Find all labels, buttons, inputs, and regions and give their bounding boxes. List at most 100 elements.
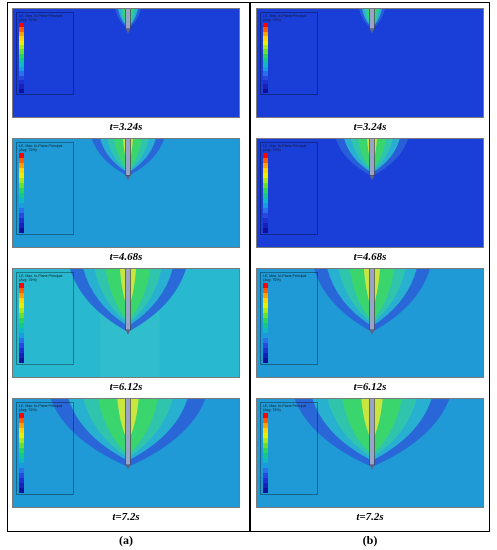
color-legend: LE, Max. In-Plane Principal (Avg: 75%) <box>16 272 74 365</box>
legend-title: LE, Max. In-Plane Principal (Avg: 75%) <box>19 14 63 22</box>
colorbar-swatch <box>263 193 268 198</box>
colorbar-swatch <box>263 448 268 453</box>
colorbar-swatch <box>19 428 24 433</box>
colorbar-swatch <box>19 193 24 198</box>
colorbar-swatch <box>263 23 268 28</box>
colorbar-swatch <box>263 203 268 208</box>
colorbar-swatch <box>19 66 24 72</box>
pile-tip <box>369 175 375 181</box>
colorbar-swatch <box>19 88 24 93</box>
pile-tip <box>125 464 131 470</box>
colorbar <box>263 23 268 93</box>
colorbar-swatch <box>263 27 268 32</box>
colorbar-swatch <box>19 173 24 178</box>
colorbar-swatch <box>263 66 268 72</box>
time-label: t=6.12s <box>353 381 387 393</box>
colorbar-swatch <box>19 153 24 158</box>
colorbar-swatch <box>19 353 24 358</box>
colorbar-swatch <box>19 213 24 218</box>
colorbar-swatch <box>19 79 24 85</box>
left-column-frame <box>7 2 250 532</box>
colorbar-swatch <box>19 183 24 188</box>
contour-plot <box>13 9 239 117</box>
colorbar-swatch <box>263 283 268 288</box>
contour-panel: LE, Max. In-Plane Principal (Avg: 75%) <box>12 268 240 378</box>
contour-panel: LE, Max. In-Plane Principal (Avg: 75%) <box>256 398 484 508</box>
colorbar-swatch <box>19 158 24 163</box>
colorbar-swatch <box>263 58 268 63</box>
colorbar-swatch <box>19 40 24 45</box>
pile-shaft <box>369 399 375 466</box>
color-legend: LE, Max. In-Plane Principal (Avg: 75%) <box>16 12 74 95</box>
colorbar-swatch <box>263 468 268 473</box>
colorbar-swatch <box>263 463 268 468</box>
colorbar-swatch <box>19 218 24 223</box>
colorbar-swatch <box>19 228 24 233</box>
pile-tip <box>125 28 131 34</box>
colorbar-swatch <box>19 308 24 313</box>
colorbar-swatch <box>263 173 268 178</box>
colorbar-swatch <box>19 49 24 54</box>
colorbar-swatch <box>19 418 24 423</box>
colorbar-swatch <box>19 448 24 453</box>
colorbar-swatch <box>263 218 268 223</box>
colorbar-swatch <box>19 44 24 50</box>
colorbar-swatch <box>263 443 268 448</box>
colorbar-swatch <box>263 198 268 203</box>
colorbar-swatch <box>263 178 268 183</box>
pile-tip <box>369 464 375 470</box>
pile-shaft <box>125 399 131 466</box>
colorbar-swatch <box>19 343 24 348</box>
legend-title: LE, Max. In-Plane Principal (Avg: 75%) <box>263 274 307 282</box>
pile-shaft <box>125 9 131 29</box>
contour-panel: LE, Max. In-Plane Principal (Avg: 75%) <box>256 138 484 248</box>
colorbar-swatch <box>263 318 268 323</box>
time-label: t=3.24s <box>353 121 387 133</box>
column-label-a: (a) <box>119 533 133 547</box>
legend-title: LE, Max. In-Plane Principal (Avg: 75%) <box>263 14 307 22</box>
colorbar-swatch <box>19 53 24 58</box>
pile-shaft <box>125 269 131 331</box>
colorbar-swatch <box>19 478 24 483</box>
colorbar-swatch <box>19 288 24 293</box>
colorbar-swatch <box>263 333 268 338</box>
colorbar-swatch <box>263 418 268 423</box>
colorbar-swatch <box>263 483 268 488</box>
colorbar-swatch <box>263 228 268 233</box>
pile-shaft <box>125 139 131 176</box>
colorbar-swatch <box>263 423 268 428</box>
colorbar-swatch <box>263 358 268 363</box>
colorbar-swatch <box>19 198 24 203</box>
colorbar-swatch <box>263 49 268 54</box>
colorbar-swatch <box>19 58 24 63</box>
legend-title: LE, Max. In-Plane Principal (Avg: 75%) <box>19 404 63 412</box>
colorbar-swatch <box>263 84 268 89</box>
contour-plot <box>257 139 483 247</box>
contour-panel: LE, Max. In-Plane Principal (Avg: 75%) <box>256 8 484 118</box>
contour-panel: LE, Max. In-Plane Principal (Avg: 75%) <box>256 268 484 378</box>
colorbar-swatch <box>263 303 268 308</box>
colorbar-swatch <box>19 75 24 80</box>
time-label: t=3.24s <box>109 121 143 133</box>
colorbar-swatch <box>19 443 24 448</box>
colorbar-swatch <box>19 333 24 338</box>
colorbar-swatch <box>263 213 268 218</box>
colorbar-swatch <box>19 203 24 208</box>
colorbar-swatch <box>19 84 24 89</box>
colorbar-swatch <box>19 188 24 193</box>
colorbar-swatch <box>19 71 24 76</box>
colorbar-swatch <box>263 458 268 463</box>
colorbar <box>263 283 268 363</box>
colorbar-swatch <box>19 313 24 318</box>
legend-title: LE, Max. In-Plane Principal (Avg: 75%) <box>263 144 307 152</box>
colorbar-swatch <box>263 223 268 228</box>
colorbar-swatch <box>263 62 268 67</box>
colorbar-swatch <box>263 36 268 41</box>
colorbar-swatch <box>263 293 268 298</box>
colorbar-swatch <box>19 433 24 438</box>
pile-tip <box>369 28 375 34</box>
colorbar-swatch <box>19 423 24 428</box>
contour-plot <box>13 269 239 377</box>
contour-panel: LE, Max. In-Plane Principal (Avg: 75%) <box>12 398 240 508</box>
colorbar-swatch <box>19 223 24 228</box>
